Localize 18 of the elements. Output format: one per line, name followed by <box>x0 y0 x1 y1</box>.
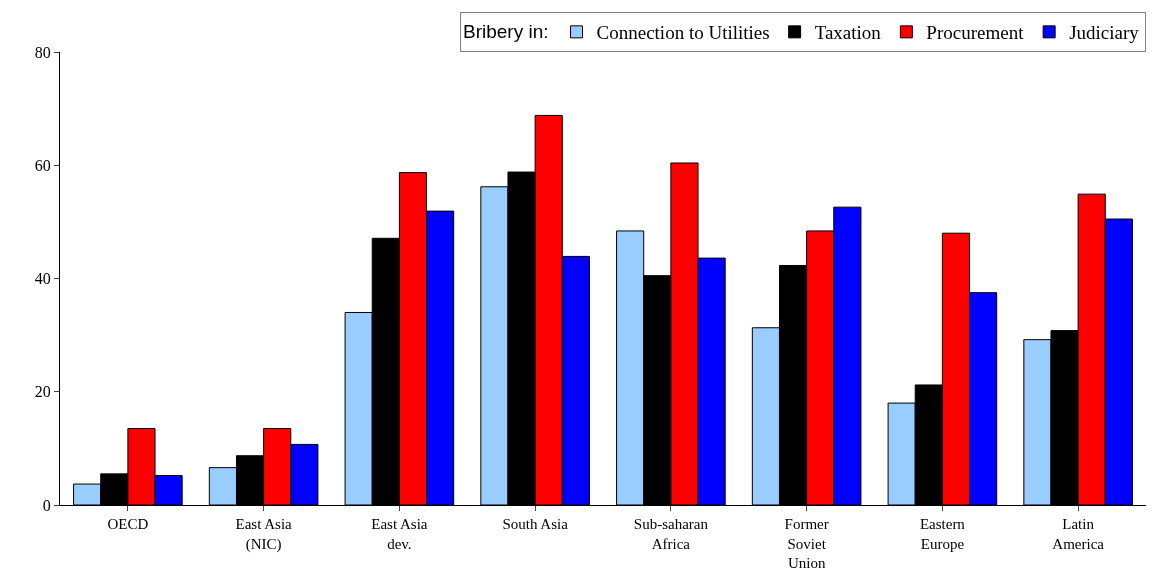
y-tick-label: 20 <box>34 383 51 401</box>
legend-label: Connection to Utilities <box>596 22 770 44</box>
y-tick-label: 40 <box>34 270 51 288</box>
y-tick-label: 0 <box>42 496 51 514</box>
x-tick-label: East Asia dev. <box>371 516 428 552</box>
legend-label: Taxation <box>814 22 882 44</box>
legend-label: Procurement <box>926 22 1025 44</box>
x-tick-label: OECD <box>107 516 149 532</box>
x-tick-label: East Asia (NIC) <box>235 516 293 553</box>
x-tick-label: Sub-saharan Africa <box>633 516 709 552</box>
x-tick-label: Latin America <box>1052 516 1105 552</box>
legend-label: Judiciary <box>1069 22 1140 44</box>
x-tick-label: Eastern Europe <box>919 516 966 552</box>
legend-title: Bribery in: <box>463 20 549 42</box>
y-tick-label: 60 <box>34 156 51 174</box>
x-tick-label: South Asia <box>502 516 569 532</box>
x-tick-label: Former Soviet Union <box>784 516 829 571</box>
y-tick-label: 80 <box>34 43 51 61</box>
